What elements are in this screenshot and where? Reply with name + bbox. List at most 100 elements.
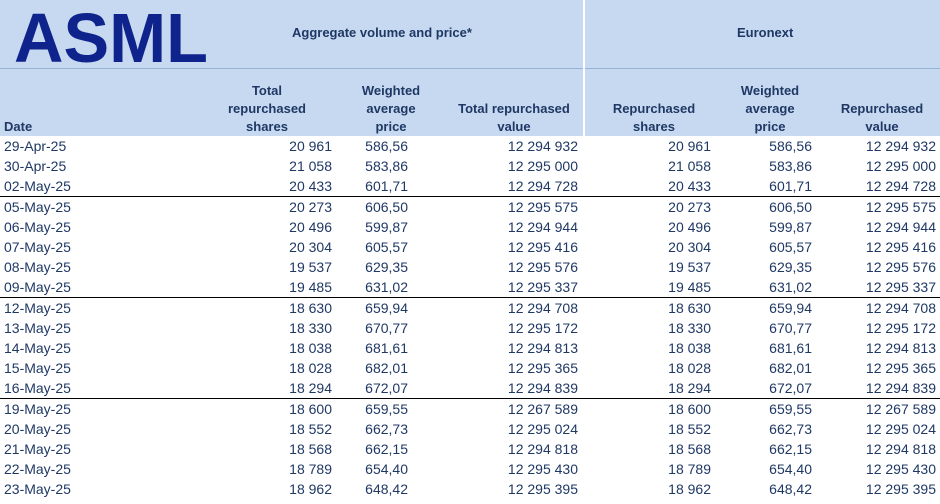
cell-date: 19-May-25 <box>4 401 71 417</box>
cell-total-shares: 19 485 <box>289 279 332 295</box>
cell-total-value: 12 294 728 <box>507 178 578 194</box>
cell-euronext-value: 12 295 576 <box>865 259 936 275</box>
cell-total-shares: 21 058 <box>289 158 332 174</box>
cell-weighted-price: 605,57 <box>365 239 408 255</box>
cell-euronext-price: 648,42 <box>769 481 812 497</box>
group-title-aggregate: Aggregate volume and price* <box>292 25 472 40</box>
cell-euronext-shares: 18 630 <box>668 300 711 316</box>
table-row: 16-May-25 18 294 672,07 12 294 839 18 294 672… <box>0 378 940 398</box>
cell-weighted-price: 586,56 <box>365 138 408 154</box>
col-head-weighted-price: Weighted average price <box>346 78 436 136</box>
cell-euronext-price: 606,50 <box>769 199 812 215</box>
cell-euronext-price: 659,55 <box>769 401 812 417</box>
cell-total-shares: 19 537 <box>289 259 332 275</box>
col-head-date-label: Date <box>4 119 33 134</box>
cell-date: 20-May-25 <box>4 421 71 437</box>
col-head-euronext-shares: Repurchased shares <box>598 78 710 136</box>
cell-euronext-value: 12 267 589 <box>865 401 936 417</box>
cell-euronext-shares: 20 273 <box>668 199 711 215</box>
cell-euronext-value: 12 295 575 <box>865 199 936 215</box>
cell-total-value: 12 294 813 <box>507 340 578 356</box>
cell-total-value: 12 294 839 <box>507 380 578 396</box>
cell-weighted-price: 629,35 <box>365 259 408 275</box>
cell-total-value: 12 295 365 <box>507 360 578 376</box>
col-head-line: price <box>754 119 786 134</box>
cell-euronext-value: 12 295 365 <box>865 360 936 376</box>
col-head-line: price <box>375 119 407 134</box>
cell-total-shares: 18 962 <box>289 481 332 497</box>
cell-total-shares: 20 496 <box>289 219 332 235</box>
cell-euronext-price: 659,94 <box>769 300 812 316</box>
table-row: 14-May-25 18 038 681,61 12 294 813 18 038 681… <box>0 338 940 358</box>
col-head-line: average <box>745 101 795 116</box>
cell-euronext-shares: 18 552 <box>668 421 711 437</box>
cell-euronext-shares: 20 496 <box>668 219 711 235</box>
cell-weighted-price: 631,02 <box>365 279 408 295</box>
cell-euronext-price: 586,56 <box>769 138 812 154</box>
cell-date: 08-May-25 <box>4 259 71 275</box>
cell-euronext-shares: 19 485 <box>668 279 711 295</box>
asml-logo: ASML <box>14 9 208 65</box>
cell-date: 16-May-25 <box>4 380 71 396</box>
cell-date: 06-May-25 <box>4 219 71 235</box>
header-column-separator <box>583 0 585 136</box>
cell-euronext-value: 12 295 024 <box>865 421 936 437</box>
cell-euronext-shares: 18 028 <box>668 360 711 376</box>
cell-total-shares: 20 304 <box>289 239 332 255</box>
asml-logo-text: ASML <box>14 9 208 65</box>
cell-weighted-price: 601,71 <box>365 178 408 194</box>
cell-euronext-shares: 20 304 <box>668 239 711 255</box>
cell-total-shares: 20 273 <box>289 199 332 215</box>
col-head-line: shares <box>246 119 288 134</box>
cell-euronext-value: 12 294 944 <box>865 219 936 235</box>
cell-date: 05-May-25 <box>4 199 71 215</box>
cell-weighted-price: 599,87 <box>365 219 408 235</box>
col-head-line: Total <box>251 83 283 98</box>
col-head-line: Weighted <box>361 83 421 98</box>
table-row: 07-May-25 20 304 605,57 12 295 416 20 304 605… <box>0 237 940 257</box>
col-head-date: Date <box>4 78 94 136</box>
cell-weighted-price: 662,15 <box>365 441 408 457</box>
col-head-line: repurchased <box>227 101 307 116</box>
cell-euronext-price: 629,35 <box>769 259 812 275</box>
table-row: 02-May-25 20 433 601,71 12 294 728 20 433 601… <box>0 176 940 196</box>
col-head-line: value <box>497 119 531 134</box>
table-row: 30-Apr-25 21 058 583,86 12 295 000 21 058 583… <box>0 156 940 176</box>
header-divider <box>0 68 940 69</box>
cell-weighted-price: 654,40 <box>365 461 408 477</box>
cell-total-value: 12 295 172 <box>507 320 578 336</box>
cell-total-shares: 18 568 <box>289 441 332 457</box>
cell-euronext-value: 12 294 728 <box>865 178 936 194</box>
cell-total-shares: 18 038 <box>289 340 332 356</box>
cell-date: 23-May-25 <box>4 481 71 497</box>
cell-euronext-value: 12 295 416 <box>865 239 936 255</box>
table-row: 08-May-25 19 537 629,35 12 295 576 19 537 629… <box>0 257 940 277</box>
cell-euronext-value: 12 294 932 <box>865 138 936 154</box>
col-head-line: Weighted <box>740 83 800 98</box>
cell-total-shares: 18 330 <box>289 320 332 336</box>
cell-euronext-value: 12 295 430 <box>865 461 936 477</box>
table-row: 15-May-25 18 028 682,01 12 295 365 18 028 682… <box>0 358 940 378</box>
cell-total-shares: 18 600 <box>289 401 332 417</box>
cell-euronext-shares: 18 330 <box>668 320 711 336</box>
cell-date: 30-Apr-25 <box>4 158 67 174</box>
cell-total-shares: 18 028 <box>289 360 332 376</box>
cell-total-value: 12 295 000 <box>507 158 578 174</box>
cell-total-value: 12 295 024 <box>507 421 578 437</box>
cell-weighted-price: 670,77 <box>365 320 408 336</box>
table-row: 21-May-25 18 568 662,15 12 294 818 18 568 662… <box>0 439 940 459</box>
cell-euronext-value: 12 295 172 <box>865 320 936 336</box>
cell-date: 02-May-25 <box>4 178 71 194</box>
cell-euronext-shares: 18 789 <box>668 461 711 477</box>
cell-euronext-price: 672,07 <box>769 380 812 396</box>
cell-total-value: 12 295 430 <box>507 461 578 477</box>
cell-euronext-price: 601,71 <box>769 178 812 194</box>
table-row: 29-Apr-25 20 961 586,56 12 294 932 20 961 586… <box>0 136 940 156</box>
cell-total-value: 12 295 416 <box>507 239 578 255</box>
cell-euronext-price: 681,61 <box>769 340 812 356</box>
table-row: 20-May-25 18 552 662,73 12 295 024 18 552 662… <box>0 419 940 439</box>
cell-total-value: 12 294 932 <box>507 138 578 154</box>
cell-weighted-price: 682,01 <box>365 360 408 376</box>
cell-euronext-shares: 18 962 <box>668 481 711 497</box>
